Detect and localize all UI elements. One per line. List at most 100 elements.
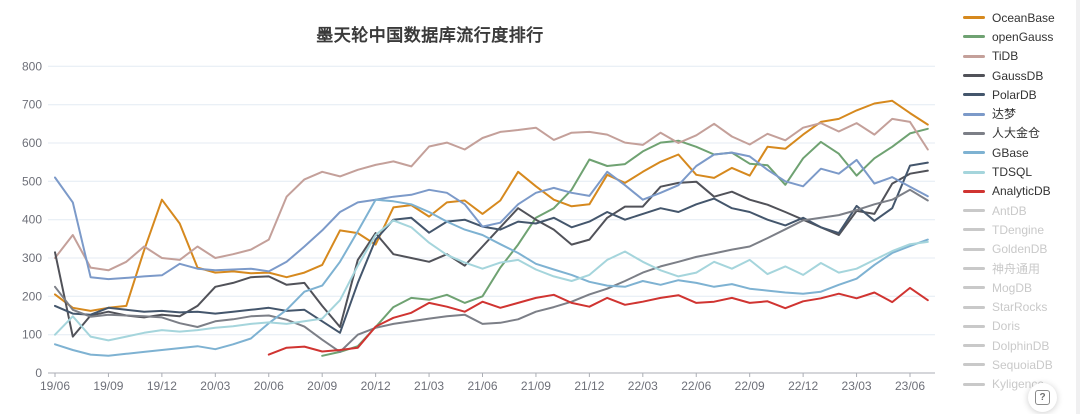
legend-label: TiDB bbox=[992, 49, 1019, 64]
legend-label: StarRocks bbox=[992, 300, 1048, 315]
series-line-达梦 bbox=[54, 151, 929, 281]
x-axis-label: 21/03 bbox=[414, 379, 444, 393]
legend-swatch bbox=[963, 54, 985, 58]
x-axis-label: 22/06 bbox=[681, 379, 711, 393]
x-axis-label: 21/09 bbox=[521, 379, 551, 393]
legend-swatch bbox=[963, 267, 985, 270]
help-button[interactable]: ? bbox=[1028, 383, 1057, 412]
legend-item-TDengine[interactable]: TDengine bbox=[963, 220, 1075, 239]
legend-swatch bbox=[963, 363, 985, 367]
chart-title: 墨天轮中国数据库流行度排行 bbox=[316, 26, 544, 45]
legend-item-openGauss[interactable]: openGauss bbox=[963, 27, 1075, 46]
legend-item-AntDB[interactable]: AntDB bbox=[963, 201, 1075, 220]
x-axis-label: 20/06 bbox=[254, 379, 284, 393]
legend-label: MogDB bbox=[992, 280, 1033, 295]
y-axis-label: 800 bbox=[22, 59, 42, 73]
y-axis-label: 600 bbox=[22, 136, 42, 150]
legend-swatch bbox=[963, 382, 985, 386]
legend-item-DolphinDB[interactable]: DolphinDB bbox=[963, 336, 1075, 355]
series-line-TiDB bbox=[54, 117, 929, 272]
legend-item-TDSQL[interactable]: TDSQL bbox=[963, 162, 1075, 181]
y-axis-label: 100 bbox=[22, 328, 42, 342]
x-axis-label: 22/12 bbox=[788, 379, 818, 393]
x-axis-label: 21/06 bbox=[467, 379, 497, 393]
legend-item-神舟通用[interactable]: 神舟通用 bbox=[963, 259, 1075, 278]
series-line-GBase bbox=[54, 198, 929, 357]
series-line-GaussDB bbox=[54, 169, 929, 338]
legend-swatch bbox=[963, 324, 985, 328]
series-line-人大金仓 bbox=[54, 188, 929, 353]
legend-label: AnalyticDB bbox=[992, 184, 1051, 199]
legend-item-人大金仓[interactable]: 人大金仓 bbox=[963, 124, 1075, 143]
legend-item-GBase[interactable]: GBase bbox=[963, 143, 1075, 162]
x-axis-label: 20/12 bbox=[361, 379, 391, 393]
legend-swatch bbox=[963, 344, 985, 348]
legend-item-OceanBase[interactable]: OceanBase bbox=[963, 8, 1075, 27]
legend-item-Doris[interactable]: Doris bbox=[963, 317, 1075, 336]
x-axis-label: 23/06 bbox=[895, 379, 925, 393]
legend-label: SequoiaDB bbox=[992, 357, 1053, 372]
series-line-AnalyticDB bbox=[267, 286, 929, 356]
question-mark-icon: ? bbox=[1035, 390, 1050, 405]
x-axis-label: 20/09 bbox=[307, 379, 337, 393]
legend-swatch bbox=[963, 35, 985, 39]
series-line-TDSQL bbox=[54, 219, 929, 342]
legend-swatch bbox=[963, 74, 985, 78]
x-axis-label: 23/03 bbox=[842, 379, 872, 393]
legend-label: Doris bbox=[992, 319, 1021, 334]
y-axis-label: 200 bbox=[22, 289, 42, 303]
y-axis-label: 400 bbox=[22, 213, 42, 227]
legend-label: 神舟通用 bbox=[992, 261, 1041, 276]
legend-swatch bbox=[963, 286, 985, 290]
legend-swatch bbox=[963, 93, 985, 97]
legend-swatch bbox=[963, 151, 985, 155]
legend-swatch bbox=[963, 170, 985, 174]
page-scrollbar[interactable] bbox=[1076, 0, 1080, 414]
legend-label: openGauss bbox=[992, 29, 1054, 44]
legend-label: 达梦 bbox=[992, 107, 1017, 122]
series-line-openGauss bbox=[321, 127, 929, 357]
legend-swatch bbox=[963, 305, 985, 309]
legend-swatch bbox=[963, 189, 985, 193]
legend-item-达梦[interactable]: 达梦 bbox=[963, 104, 1075, 123]
legend-swatch bbox=[963, 247, 985, 251]
legend-item-SequoiaDB[interactable]: SequoiaDB bbox=[963, 355, 1075, 374]
legend-label: 人大金仓 bbox=[992, 126, 1041, 141]
legend-item-Kyligence[interactable]: Kyligence bbox=[963, 375, 1075, 394]
legend-label: DolphinDB bbox=[992, 338, 1050, 353]
legend-item-StarRocks[interactable]: StarRocks bbox=[963, 297, 1075, 316]
line-chart-plot-area[interactable]: 0 100 200 300 400 500 600 700 800 19/06 19/09 19/12… bbox=[0, 0, 960, 414]
legend-label: PolarDB bbox=[992, 87, 1037, 102]
legend-label: GaussDB bbox=[992, 68, 1044, 83]
legend-swatch bbox=[963, 228, 985, 232]
legend-item-PolarDB[interactable]: PolarDB bbox=[963, 85, 1075, 104]
x-axis-label: 21/12 bbox=[574, 379, 604, 393]
legend-item-TiDB[interactable]: TiDB bbox=[963, 47, 1075, 66]
series-line-PolarDB bbox=[54, 161, 929, 334]
x-axis-label: 19/12 bbox=[147, 379, 177, 393]
legend-item-GoldenDB[interactable]: GoldenDB bbox=[963, 240, 1075, 259]
legend-label: TDSQL bbox=[992, 165, 1033, 180]
legend-label: TDengine bbox=[992, 222, 1045, 237]
legend-item-AnalyticDB[interactable]: AnalyticDB bbox=[963, 182, 1075, 201]
y-axis-label: 500 bbox=[22, 174, 42, 188]
legend-swatch bbox=[963, 209, 985, 213]
legend-item-GaussDB[interactable]: GaussDB bbox=[963, 66, 1075, 85]
legend-label: GBase bbox=[992, 145, 1029, 160]
x-axis-label: 22/09 bbox=[735, 379, 765, 393]
legend-item-MogDB[interactable]: MogDB bbox=[963, 278, 1075, 297]
x-axis-label: 19/09 bbox=[93, 379, 123, 393]
y-axis-label: 0 bbox=[35, 366, 42, 380]
y-axis-label: 700 bbox=[22, 98, 42, 112]
legend-label: OceanBase bbox=[992, 10, 1055, 25]
x-axis-label: 19/06 bbox=[40, 379, 70, 393]
x-axis-label: 20/03 bbox=[200, 379, 230, 393]
legend-swatch bbox=[963, 131, 985, 135]
legend-label: GoldenDB bbox=[992, 242, 1048, 257]
legend-swatch bbox=[963, 16, 985, 20]
y-axis-label: 300 bbox=[22, 251, 42, 265]
legend: OceanBase openGauss TiDB GaussDB PolarDB 达梦人大… bbox=[963, 8, 1075, 394]
x-axis-label: 22/03 bbox=[628, 379, 658, 393]
legend-label: AntDB bbox=[992, 203, 1027, 218]
